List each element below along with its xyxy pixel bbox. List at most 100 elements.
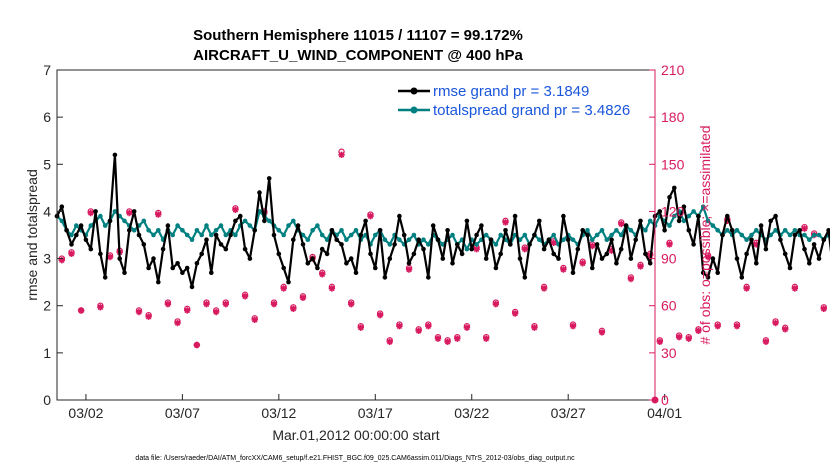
y-right-tick-label: 60 <box>661 298 677 314</box>
rmse-point <box>392 242 397 247</box>
rmse-point <box>301 242 306 247</box>
rmse-point <box>633 237 638 242</box>
rmse-point <box>450 261 455 266</box>
rmse-point <box>103 275 108 280</box>
legend-spread-label: totalspread grand pr = 3.4826 <box>433 102 630 119</box>
rmse-point <box>513 214 518 219</box>
rmse-point <box>455 242 460 247</box>
y-tick-label: 2 <box>43 298 51 314</box>
rmse-point <box>672 186 677 191</box>
spread-point <box>498 233 503 238</box>
spread-point <box>643 228 648 233</box>
spread-point <box>344 237 349 242</box>
assimilated-obs-point <box>145 314 151 320</box>
assimilated-obs-point <box>801 226 807 232</box>
rmse-point <box>199 252 204 257</box>
rmse-point <box>180 270 185 275</box>
spread-point <box>788 233 793 238</box>
spread-point <box>614 228 619 233</box>
rmse-point <box>730 228 735 233</box>
rmse-point <box>60 204 65 209</box>
rmse-point <box>566 237 571 242</box>
spread-point <box>74 223 79 228</box>
rmse-point <box>590 266 595 271</box>
rmse-point <box>619 247 624 252</box>
rmse-point <box>759 223 764 228</box>
y-right-tick-label: 150 <box>661 156 685 172</box>
legend-spread-marker <box>411 107 418 114</box>
spread-point <box>412 233 417 238</box>
rmse-point <box>551 252 556 257</box>
rmse-point <box>204 237 209 242</box>
rmse-point <box>797 228 802 233</box>
assimilated-obs-point <box>541 285 547 291</box>
x-tick-label: 03/07 <box>165 405 200 421</box>
spread-point <box>286 223 291 228</box>
rmse-point <box>749 237 754 242</box>
rmse-point <box>687 228 692 233</box>
spread-point <box>397 237 402 242</box>
assimilated-obs-point <box>792 285 798 291</box>
rmse-point <box>195 261 200 266</box>
assimilated-obs-point <box>522 246 528 252</box>
y-axis-label: rmse and totalspread <box>24 169 40 301</box>
x-tick-label: 03/27 <box>551 405 586 421</box>
rmse-point <box>291 237 296 242</box>
y-right-tick-label: 180 <box>661 109 685 125</box>
rmse-point <box>214 233 219 238</box>
spread-point <box>802 233 807 238</box>
spread-point <box>204 223 209 228</box>
y-right-tick-label: 90 <box>661 251 677 267</box>
spread-point <box>605 237 610 242</box>
rmse-point <box>807 261 812 266</box>
rmse-point <box>416 237 421 242</box>
rmse-point <box>735 256 740 261</box>
rmse-point <box>320 247 325 252</box>
assimilated-obs-point <box>676 334 682 340</box>
rmse-point <box>151 256 156 261</box>
rmse-point <box>69 242 74 247</box>
assimilated-obs-point <box>483 336 489 342</box>
assimilated-obs-point <box>232 207 238 213</box>
assimilated-obs-point <box>666 241 672 247</box>
x-tick-label: 03/17 <box>358 405 393 421</box>
spread-point <box>291 219 296 224</box>
rmse-point <box>624 223 629 228</box>
rmse-point <box>368 252 373 257</box>
spread-point <box>170 233 175 238</box>
spread-point <box>195 228 200 233</box>
rmse-point <box>489 237 494 242</box>
rmse-point <box>64 228 69 233</box>
rmse-point <box>556 256 561 261</box>
assimilated-obs-point <box>821 306 827 312</box>
spread-point <box>98 214 103 219</box>
spread-point <box>450 233 455 238</box>
y-tick-label: 1 <box>43 345 51 361</box>
spread-point <box>600 228 605 233</box>
rmse-point <box>359 233 364 238</box>
rmse-point <box>388 256 393 261</box>
assimilated-obs-point <box>126 210 132 216</box>
rmse-point <box>812 242 817 247</box>
y-right-tick-label: 210 <box>661 62 685 78</box>
rmse-point <box>580 228 585 233</box>
rmse-point <box>122 270 127 275</box>
spread-point <box>89 223 94 228</box>
assimilated-obs-point <box>599 329 605 335</box>
spread-point <box>180 228 185 233</box>
rmse-point <box>614 261 619 266</box>
y-tick-label: 5 <box>43 156 51 172</box>
rmse-point <box>479 223 484 228</box>
rmse-point <box>537 219 542 224</box>
spread-point <box>267 219 272 224</box>
legend-rmse-label: rmse grand pr = 3.1849 <box>433 83 589 100</box>
assimilated-obs-point <box>464 325 470 331</box>
spread-point <box>383 237 388 242</box>
spread-point <box>306 237 311 242</box>
rmse-point <box>484 256 489 261</box>
rmse-point <box>720 233 725 238</box>
rmse-point <box>238 214 243 219</box>
rmse-point <box>277 252 282 257</box>
rmse-point <box>691 242 696 247</box>
assimilated-obs-point <box>512 310 518 316</box>
